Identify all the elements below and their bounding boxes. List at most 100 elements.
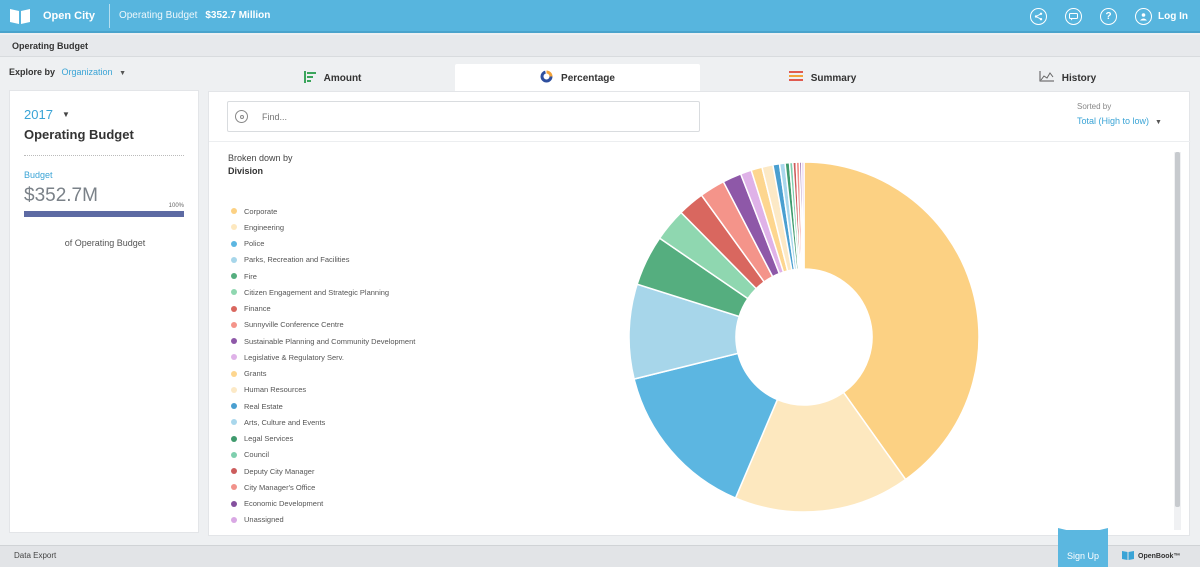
explore-by-dropdown[interactable]: Organization [61,67,113,77]
breakdown-label: Broken down by [228,153,293,163]
legend-item[interactable]: Parks, Recreation and Facilities [231,252,415,268]
chart-legend: Corporate Engineering Police Parks, Recreat… [231,203,415,528]
legend-label: Finance [244,304,271,314]
legend-item[interactable]: Citizen Engagement and Strategic Plannin… [231,284,415,300]
history-chart-icon [1039,71,1054,85]
navbar-divider [108,3,110,28]
chevron-down-icon: ▼ [1155,119,1162,126]
tab-history[interactable]: History [945,64,1190,92]
legend-item[interactable]: Human Resources [231,382,415,398]
legend-item[interactable]: City Manager's Office [231,479,415,495]
nav-crumb-value: $352.7 Million [205,10,271,21]
legend-item[interactable]: Legal Services [231,431,415,447]
share-icon[interactable] [1030,8,1047,25]
breakdown-value: Division [228,166,264,176]
tab-summary-label: Summary [810,72,857,84]
legend-item[interactable]: Deputy City Manager [231,463,415,479]
legend-swatch [231,240,237,247]
legend-label: Deputy City Manager [244,466,315,476]
legend-item[interactable]: Unassigned [231,512,415,528]
legend-label: Unassigned [244,515,284,525]
legend-item[interactable]: Arts, Culture and Events [231,414,415,430]
legend-swatch [231,484,237,491]
signup-button[interactable]: Sign Up [1058,530,1108,567]
legend-label: Grants [244,369,267,379]
donut-slice[interactable] [734,391,907,513]
card-divider [24,155,184,156]
sort-dropdown[interactable]: Total (High to low) ▼ [1077,116,1162,126]
legend-swatch [231,435,237,442]
legend-item[interactable]: Police [231,236,415,252]
chevron-down-icon[interactable]: ▼ [119,70,127,77]
donut-slice[interactable] [633,352,779,500]
legend-item[interactable]: Corporate [231,203,415,219]
legend-label: Citizen Engagement and Strategic Plannin… [244,287,390,297]
legend-label: Economic Development [244,499,324,509]
tab-amount[interactable]: Amount [210,64,455,92]
of-operating-budget-label: of Operating Budget [64,238,146,248]
legend-item[interactable]: Economic Development [231,496,415,512]
budget-summary-card: 2017 ▼ Operating Budget Budget $352.7M 1… [9,90,199,533]
legend-item[interactable]: Engineering [231,219,415,235]
legend-item[interactable]: Real Estate [231,398,415,414]
legend-item[interactable]: Fire [231,268,415,284]
legend-swatch [231,208,237,215]
explore-by-selector: Explore by Organization ▼ [9,67,126,77]
legend-swatch [231,273,237,280]
help-icon[interactable]: ? [1100,8,1117,25]
donut-slice[interactable] [803,161,980,481]
legend-swatch [231,289,237,296]
legend-label: Fire [244,271,257,281]
brand-name[interactable]: Open City [43,9,95,22]
legend-item[interactable]: Council [231,447,415,463]
tab-amount-label: Amount [323,72,362,84]
data-export-link[interactable]: Data Export [14,551,57,560]
legend-swatch [231,419,237,426]
budget-progress-bar [24,211,184,217]
legend-item[interactable]: Sunnyville Conference Centre [231,317,415,333]
legend-swatch [231,305,237,312]
tab-percentage[interactable]: Percentage [455,64,700,92]
login-label: Log In [1158,11,1188,22]
tab-summary[interactable]: Summary [700,64,945,92]
legend-swatch [231,468,237,475]
legend-item[interactable]: Finance [231,301,415,317]
login-link[interactable]: Log In [1135,8,1188,25]
budget-donut-chart [628,161,980,513]
open-book-logo-icon[interactable] [9,5,31,27]
budget-percent-label: 100% [168,203,184,209]
legend-item[interactable]: Sustainable Planning and Community Devel… [231,333,415,349]
card-title: Operating Budget [24,127,134,142]
openbook-logo-icon [1122,550,1134,562]
legend-label: Sustainable Planning and Community Devel… [244,336,416,346]
explore-by-label: Explore by [9,67,56,77]
summary-lines-icon [788,71,803,85]
tab-history-label: History [1061,72,1097,84]
legend-swatch [231,224,237,231]
legend-swatch [231,321,237,328]
comment-icon[interactable] [1065,8,1082,25]
signup-ribbon-notch [1058,528,1108,536]
legend-swatch [231,500,237,507]
chevron-down-icon[interactable]: ▼ [62,110,70,119]
budget-label: Budget [24,170,53,180]
legend-swatch [231,338,237,345]
user-icon [1135,8,1152,25]
openbook-brand[interactable]: OpenBook™ [1122,550,1180,562]
legend-item[interactable]: Grants [231,366,415,382]
legend-item[interactable]: Legislative & Regulatory Serv. [231,349,415,365]
legend-label: Legal Services [244,434,294,444]
legend-label: Human Resources [244,385,307,395]
search-input[interactable] [262,111,662,122]
year-selector[interactable]: 2017 [24,107,53,122]
scrollbar-thumb[interactable] [1175,152,1180,507]
percentage-donut-icon [540,70,553,86]
nav-crumb-label[interactable]: Operating Budget [118,10,198,21]
legend-label: Parks, Recreation and Facilities [244,255,350,265]
legend-swatch [231,256,237,263]
legend-label: Real Estate [244,401,283,411]
openbook-label: OpenBook™ [1138,552,1181,560]
sort-label: Sorted by [1077,102,1112,111]
legend-swatch [231,370,237,377]
donut-slice[interactable] [801,161,805,270]
